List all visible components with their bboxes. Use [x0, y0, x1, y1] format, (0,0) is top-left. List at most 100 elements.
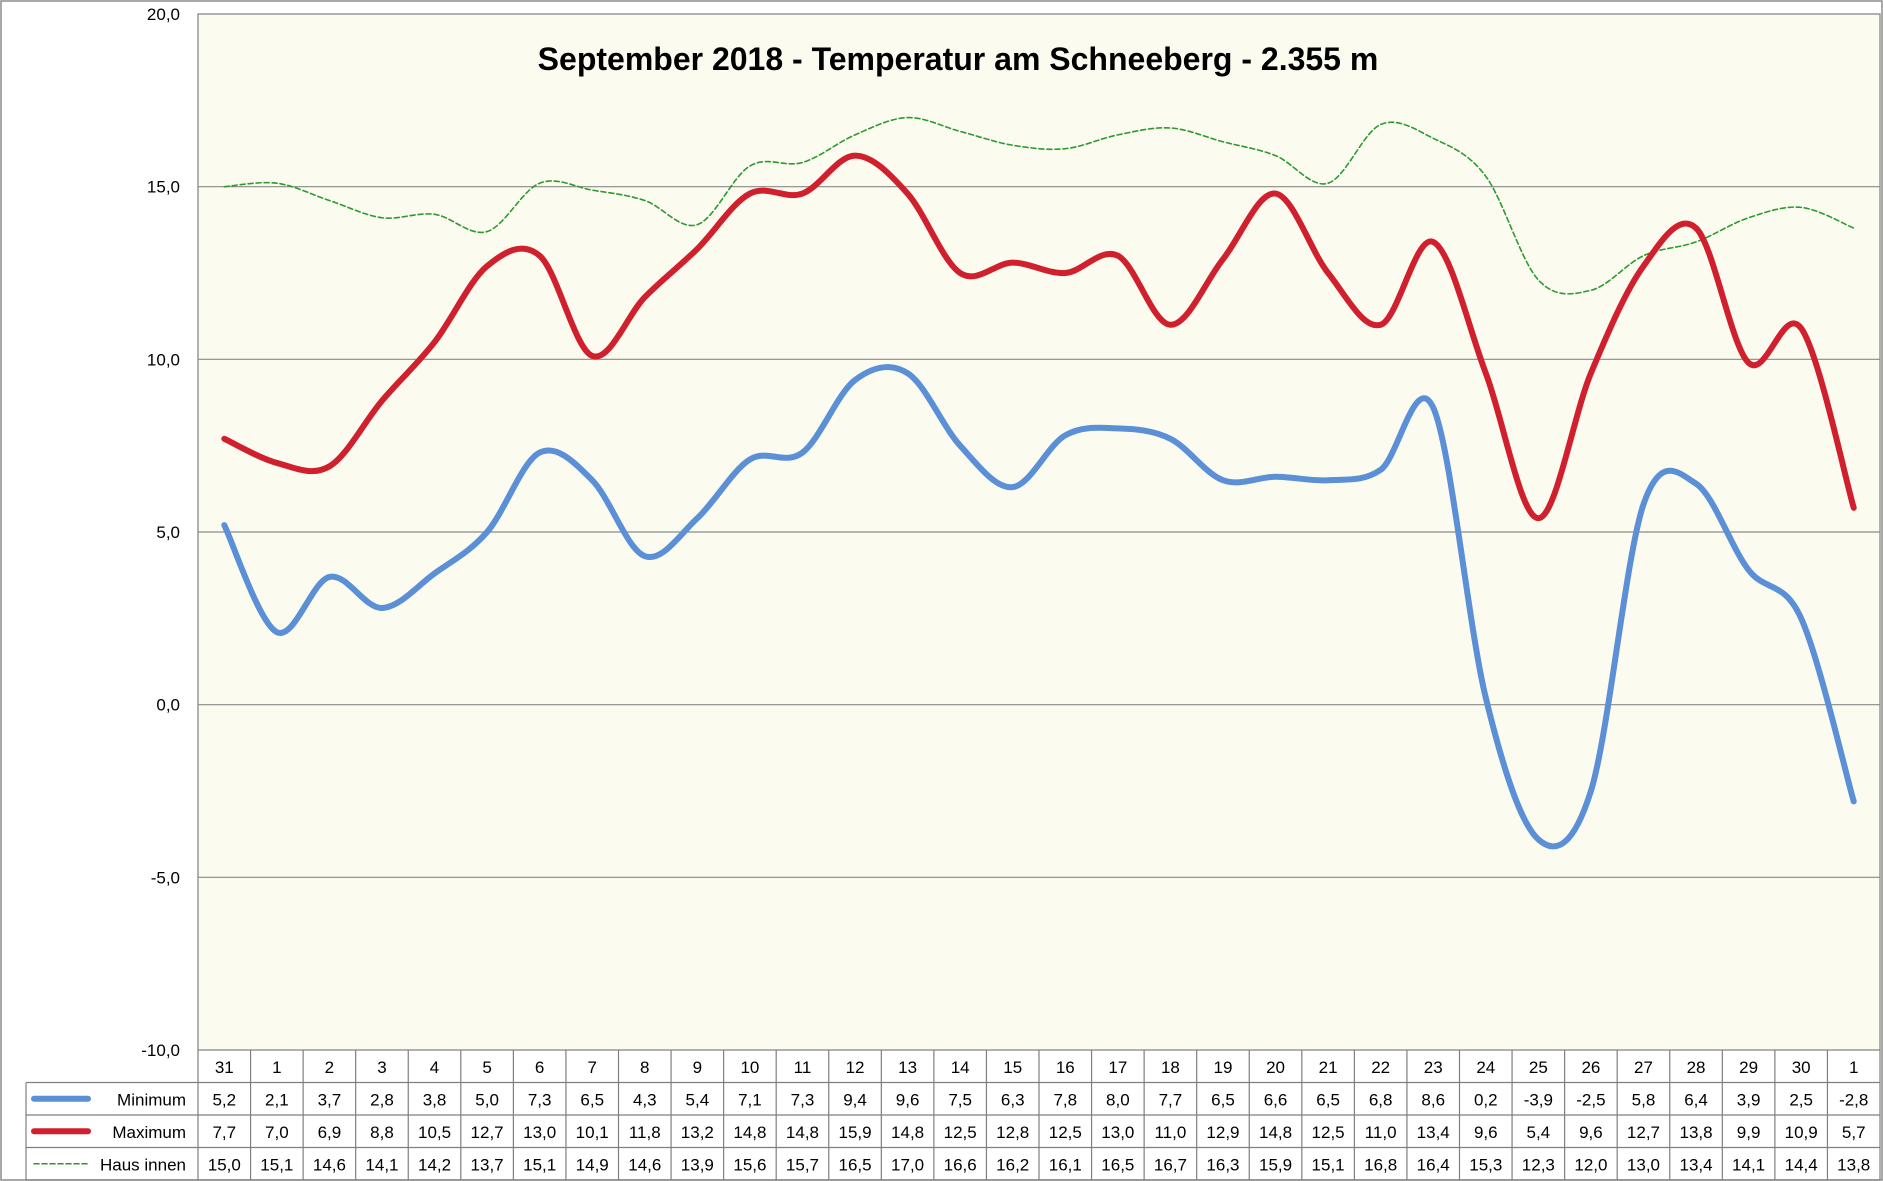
- table-value-cell: 13,9: [681, 1156, 714, 1175]
- table-value-cell: -2,8: [1839, 1091, 1868, 1110]
- table-value-cell: 15,1: [260, 1156, 293, 1175]
- table-value-cell: 15,1: [1312, 1156, 1345, 1175]
- x-category-label: 1: [272, 1058, 281, 1077]
- x-category-label: 28: [1687, 1058, 1706, 1077]
- table-value-cell: 15,7: [786, 1156, 819, 1175]
- table-value-cell: 14,9: [576, 1156, 609, 1175]
- table-value-cell: 5,4: [686, 1091, 710, 1110]
- table-value-cell: 11,0: [1365, 1123, 1397, 1142]
- table-value-cell: 10,5: [418, 1123, 451, 1142]
- table-value-cell: 9,4: [843, 1091, 867, 1110]
- x-category-label: 9: [693, 1058, 702, 1077]
- x-category-label: 1: [1849, 1058, 1858, 1077]
- table-value-cell: 10,1: [576, 1123, 609, 1142]
- table-value-cell: 12,8: [996, 1123, 1029, 1142]
- y-tick-label: -10,0: [141, 1041, 180, 1060]
- x-category-label: 16: [1056, 1058, 1075, 1077]
- grid-lines: [198, 186, 1880, 878]
- x-category-label: 3: [377, 1058, 386, 1077]
- x-category-label: 24: [1476, 1058, 1495, 1077]
- table-value-cell: 15,1: [523, 1156, 556, 1175]
- table-value-cell: 9,6: [1474, 1123, 1498, 1142]
- table-value-cell: 12,7: [1627, 1123, 1660, 1142]
- table-value-cell: 14,8: [1259, 1123, 1292, 1142]
- table-value-cell: 11,0: [1154, 1123, 1186, 1142]
- x-category-label: 27: [1634, 1058, 1653, 1077]
- series-line-haus-innen: [223, 116, 1855, 295]
- table-value-cell: 5,0: [475, 1091, 499, 1110]
- table-value-cell: 6,3: [1001, 1091, 1025, 1110]
- x-category-label: 5: [482, 1058, 491, 1077]
- table-value-cell: 3,7: [318, 1091, 342, 1110]
- x-category-label: 4: [430, 1058, 439, 1077]
- table-value-cell: 13,0: [1627, 1156, 1660, 1175]
- x-category-label: 2: [325, 1058, 334, 1077]
- x-category-label: 29: [1739, 1058, 1758, 1077]
- table-value-cell: 0,2: [1474, 1091, 1498, 1110]
- table-value-cell: 13,0: [1101, 1123, 1134, 1142]
- table-value-cell: 10,9: [1785, 1123, 1818, 1142]
- legend-label: Maximum: [112, 1123, 186, 1142]
- table-value-cell: 8,8: [370, 1123, 394, 1142]
- table-value-cell: 7,3: [791, 1091, 815, 1110]
- y-tick-label: 20,0: [147, 5, 180, 24]
- table-value-cell: 15,9: [1259, 1156, 1292, 1175]
- table-value-cell: 16,1: [1049, 1156, 1082, 1175]
- table-value-cell: 13,7: [471, 1156, 504, 1175]
- table-value-cell: 14,6: [628, 1156, 661, 1175]
- table-value-cell: 9,6: [896, 1091, 920, 1110]
- table-value-cell: -2,5: [1576, 1091, 1605, 1110]
- table-value-cell: 5,7: [1842, 1123, 1866, 1142]
- legend-label: Minimum: [117, 1091, 186, 1110]
- table-value-cell: 6,6: [1264, 1091, 1288, 1110]
- x-category-label: 21: [1319, 1058, 1338, 1077]
- table-value-cell: 14,8: [786, 1123, 819, 1142]
- x-category-label: 13: [898, 1058, 917, 1077]
- series-line-maximum: [221, 152, 1857, 522]
- table-value-cell: 7,3: [528, 1091, 552, 1110]
- series-line-minimum: [221, 364, 1857, 850]
- y-tick-label: 10,0: [147, 350, 180, 369]
- table-value-cell: 16,8: [1364, 1156, 1397, 1175]
- table-value-cell: 12,5: [944, 1123, 977, 1142]
- table-value-cell: 13,0: [523, 1123, 556, 1142]
- table-value-cell: 14,8: [733, 1123, 766, 1142]
- table-value-cell: 6,4: [1684, 1091, 1708, 1110]
- table-value-cell: 15,6: [733, 1156, 766, 1175]
- table-value-cell: 6,5: [580, 1091, 604, 1110]
- table-value-cell: 5,8: [1632, 1091, 1656, 1110]
- table-value-cell: 9,9: [1737, 1123, 1761, 1142]
- x-category-label: 22: [1371, 1058, 1390, 1077]
- series-lines: [221, 116, 1857, 850]
- table-value-cell: -3,9: [1524, 1091, 1553, 1110]
- table-value-cell: 5,4: [1527, 1123, 1551, 1142]
- table-value-cell: 17,0: [891, 1156, 924, 1175]
- table-value-cell: 15,3: [1469, 1156, 1502, 1175]
- table-value-cell: 5,2: [212, 1091, 236, 1110]
- table-value-cell: 3,9: [1737, 1091, 1761, 1110]
- x-category-label: 31: [215, 1058, 234, 1077]
- legend-label: Haus innen: [100, 1156, 186, 1175]
- table-value-cell: 16,2: [996, 1156, 1029, 1175]
- x-category-label: 7: [587, 1058, 596, 1077]
- table-value-cell: 12,7: [471, 1123, 504, 1142]
- table-value-cell: 2,8: [370, 1091, 394, 1110]
- table-value-cell: 7,0: [265, 1123, 289, 1142]
- x-category-label: 6: [535, 1058, 544, 1077]
- y-tick-label: 15,0: [147, 178, 180, 197]
- table-value-cell: 12,5: [1312, 1123, 1345, 1142]
- table-value-cell: 12,9: [1206, 1123, 1239, 1142]
- table-value-cell: 2,5: [1789, 1091, 1813, 1110]
- table-value-cell: 15,9: [838, 1123, 871, 1142]
- table-value-cell: 13,2: [681, 1123, 714, 1142]
- table-value-cell: 13,4: [1679, 1156, 1712, 1175]
- table-value-cell: 15,0: [208, 1156, 241, 1175]
- y-tick-label: -5,0: [151, 868, 180, 887]
- table-value-cell: 16,3: [1206, 1156, 1239, 1175]
- table-value-cell: 12,0: [1574, 1156, 1607, 1175]
- table-value-cell: 2,1: [265, 1091, 289, 1110]
- table-value-cell: 7,7: [1159, 1091, 1183, 1110]
- table-value-cell: 3,8: [423, 1091, 447, 1110]
- table-value-cell: 6,9: [318, 1123, 342, 1142]
